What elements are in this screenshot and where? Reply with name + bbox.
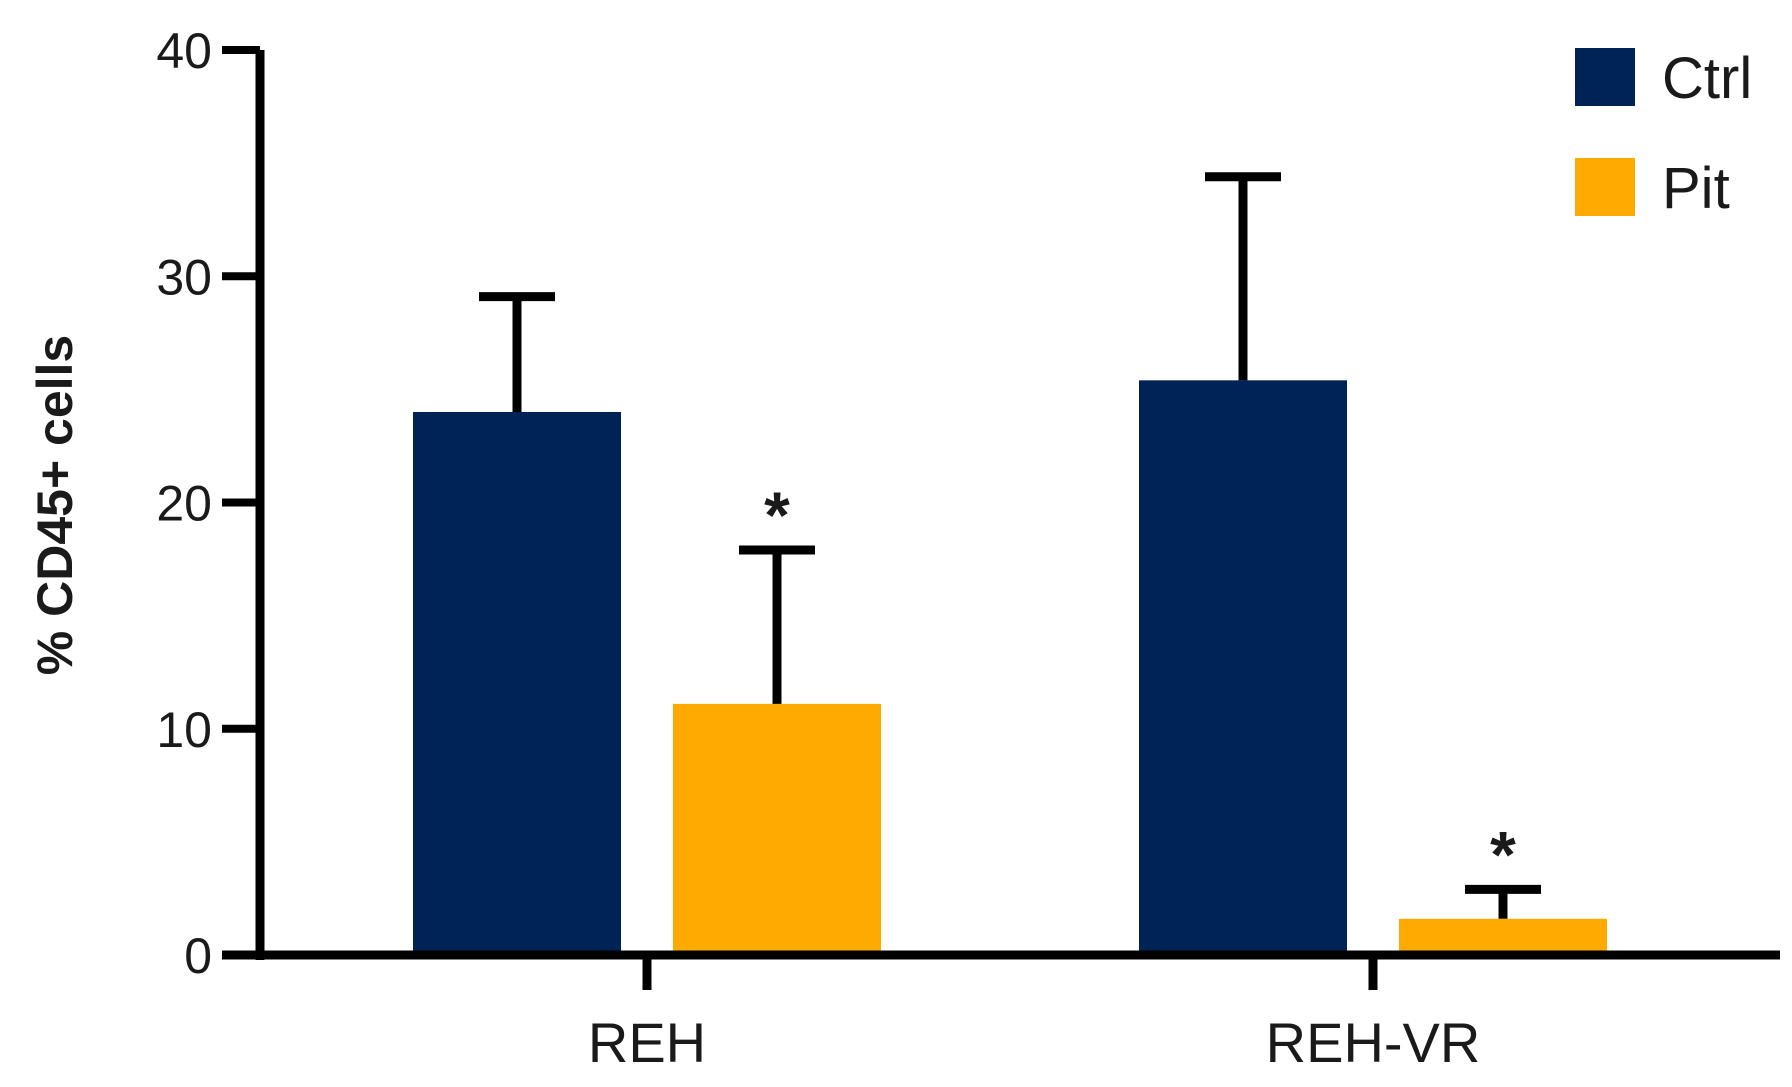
significance-marker: * xyxy=(764,478,790,552)
y-axis-label: % CD45+ cells xyxy=(27,335,83,675)
y-tick-label: 10 xyxy=(156,702,212,758)
category-label: REH xyxy=(588,1011,706,1074)
legend-label-pit: Pit xyxy=(1662,156,1730,221)
y-tick-label: 30 xyxy=(156,249,212,305)
y-tick-label: 0 xyxy=(184,928,212,984)
legend-swatch-pit xyxy=(1575,158,1635,216)
bar-ctrl-reh-vr xyxy=(1139,380,1347,955)
category-label: REH-VR xyxy=(1266,1011,1481,1074)
significance-marker: * xyxy=(1490,817,1516,891)
y-tick-label: 40 xyxy=(156,23,212,79)
bar-pit-reh-vr xyxy=(1399,918,1607,955)
legend-swatch-ctrl xyxy=(1575,48,1635,106)
bar-ctrl-reh xyxy=(413,412,621,955)
plot-area: * * 0 10 20 30 40 REH REH-VR xyxy=(156,23,1780,1074)
bar-pit-reh xyxy=(673,703,881,955)
legend-label-ctrl: Ctrl xyxy=(1662,46,1752,111)
legend: Ctrl Pit xyxy=(1575,46,1752,221)
y-tick-label: 20 xyxy=(156,476,212,532)
